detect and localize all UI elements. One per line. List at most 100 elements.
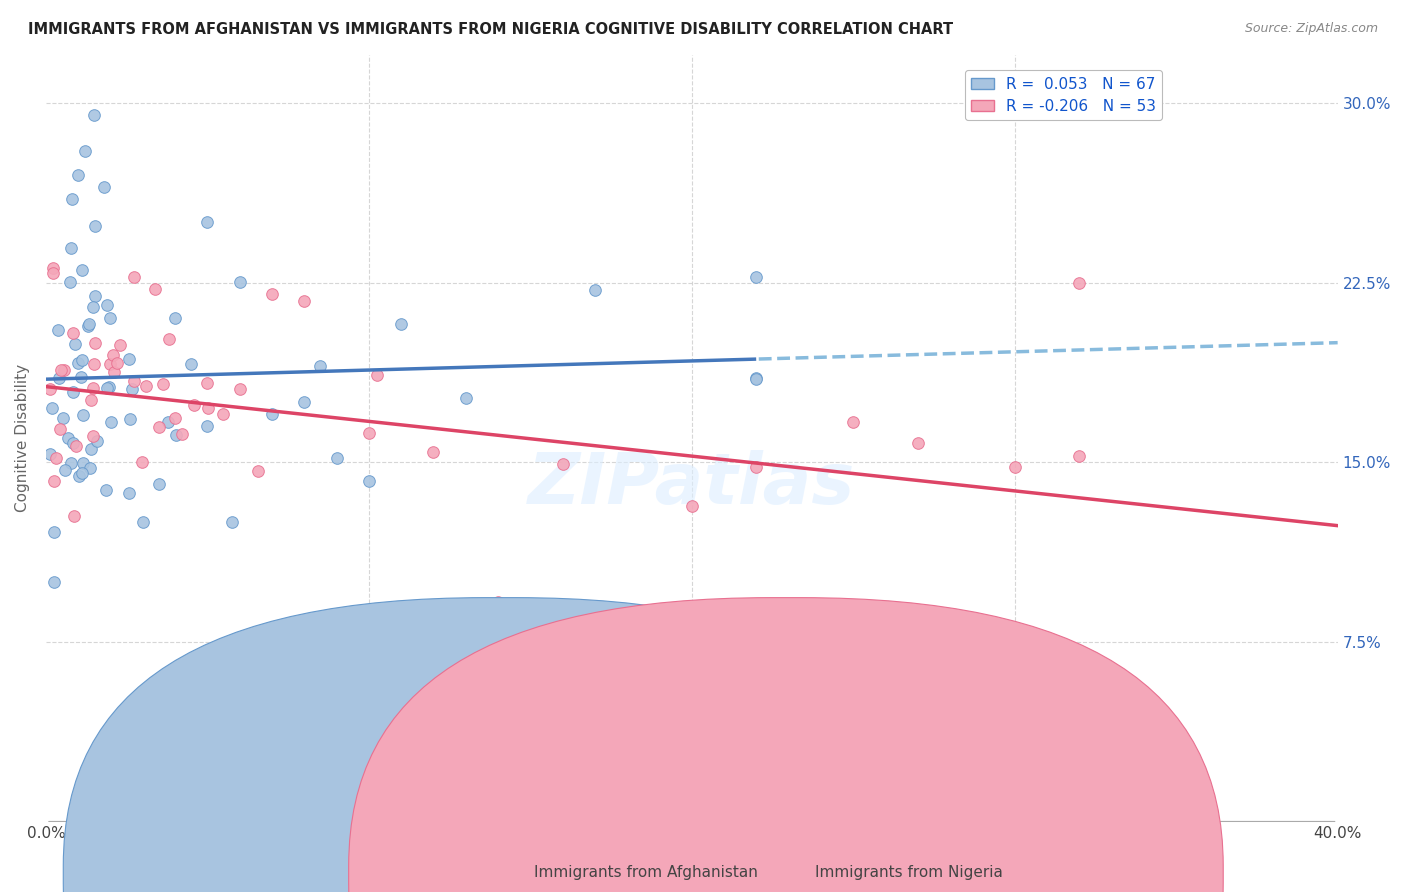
- Point: [308, 359, 330, 373]
- Point: [228, 382, 250, 396]
- Point: [842, 415, 865, 429]
- Point: [65, 439, 87, 453]
- Point: [551, 457, 574, 471]
- Point: [94, 483, 117, 498]
- Point: [100, 415, 122, 429]
- Point: [62, 384, 84, 399]
- Point: [80, 442, 103, 456]
- Point: [41, 261, 63, 276]
- Point: [157, 415, 180, 429]
- Point: [357, 474, 380, 488]
- Point: [73, 144, 96, 158]
- Point: [131, 455, 153, 469]
- Point: [1069, 449, 1091, 463]
- Point: [197, 376, 219, 390]
- Point: [745, 460, 768, 475]
- Point: [60, 241, 83, 255]
- Point: [72, 409, 94, 423]
- Point: [80, 392, 103, 407]
- Point: [59, 456, 82, 470]
- Point: [72, 262, 94, 277]
- Point: [39, 446, 62, 460]
- Point: [93, 179, 115, 194]
- Point: [366, 368, 388, 383]
- Point: [49, 363, 72, 377]
- Point: [292, 294, 315, 309]
- Text: ZIPatlas: ZIPatlas: [529, 450, 855, 519]
- Point: [745, 269, 768, 284]
- Point: [70, 352, 93, 367]
- Point: [1069, 276, 1091, 290]
- Point: [53, 363, 76, 377]
- Point: [180, 357, 202, 371]
- Point: [42, 266, 65, 280]
- Point: [44, 450, 66, 465]
- Point: [82, 429, 104, 443]
- Point: [745, 372, 768, 386]
- Point: [96, 298, 118, 312]
- Point: [62, 326, 84, 340]
- Point: [82, 300, 104, 314]
- Point: [49, 422, 72, 436]
- Point: [69, 369, 91, 384]
- Point: [62, 436, 84, 450]
- Point: [83, 108, 105, 122]
- Point: [551, 766, 574, 780]
- Point: [67, 356, 90, 370]
- Point: [48, 371, 70, 385]
- Point: [292, 395, 315, 409]
- Point: [44, 525, 66, 540]
- Point: [389, 318, 412, 332]
- Point: [41, 401, 63, 415]
- Point: [63, 337, 86, 351]
- Point: [211, 407, 233, 421]
- Point: [98, 310, 121, 325]
- Point: [98, 357, 121, 371]
- Legend: R =  0.053   N = 67, R = -0.206   N = 53: R = 0.053 N = 67, R = -0.206 N = 53: [965, 70, 1163, 120]
- Point: [260, 407, 283, 421]
- Point: [583, 283, 606, 297]
- Point: [103, 366, 125, 380]
- Point: [148, 419, 170, 434]
- Y-axis label: Cognitive Disability: Cognitive Disability: [15, 364, 30, 512]
- Point: [454, 392, 477, 406]
- Point: [48, 323, 70, 337]
- Point: [60, 192, 83, 206]
- Point: [120, 412, 142, 426]
- Point: [907, 436, 929, 450]
- Point: [59, 275, 82, 289]
- Point: [42, 574, 65, 589]
- Point: [165, 428, 187, 442]
- Point: [152, 376, 174, 391]
- Point: [681, 499, 703, 513]
- Point: [84, 289, 107, 303]
- Point: [118, 485, 141, 500]
- Point: [58, 431, 80, 445]
- Point: [118, 351, 141, 366]
- Point: [39, 382, 62, 396]
- Point: [486, 755, 509, 769]
- Point: [70, 466, 93, 480]
- Point: [84, 336, 107, 351]
- Point: [67, 168, 90, 182]
- Point: [325, 451, 347, 466]
- Point: [221, 515, 243, 529]
- Point: [246, 464, 269, 478]
- Point: [98, 380, 121, 394]
- Point: [52, 410, 75, 425]
- Point: [83, 358, 105, 372]
- Text: Immigrants from Afghanistan: Immigrants from Afghanistan: [534, 865, 758, 880]
- Point: [77, 317, 100, 331]
- Point: [96, 381, 118, 395]
- Point: [79, 461, 101, 475]
- Point: [124, 269, 146, 284]
- Point: [67, 468, 90, 483]
- Point: [197, 401, 219, 416]
- Point: [72, 457, 94, 471]
- Point: [108, 338, 131, 352]
- Point: [165, 411, 187, 425]
- Point: [745, 371, 768, 385]
- Point: [103, 349, 125, 363]
- Point: [183, 399, 205, 413]
- Point: [165, 311, 187, 326]
